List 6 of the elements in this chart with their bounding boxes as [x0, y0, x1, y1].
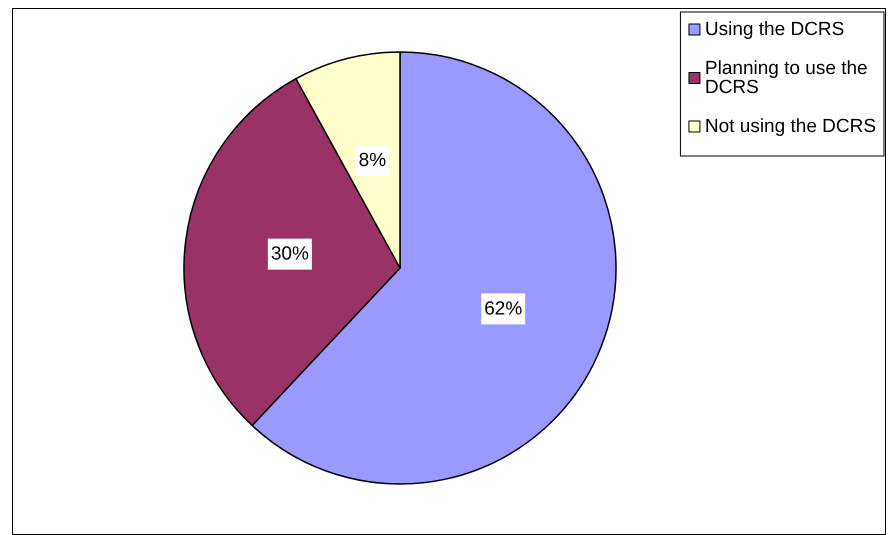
- data-label: 30%: [270, 244, 309, 265]
- legend-label: Planning to use the DCRS: [704, 58, 873, 98]
- data-label: 62%: [484, 298, 522, 320]
- legend-label: Using the DCRS: [704, 19, 844, 40]
- legend-label: Not using the DCRS: [704, 116, 876, 137]
- data-label: 8%: [358, 150, 386, 171]
